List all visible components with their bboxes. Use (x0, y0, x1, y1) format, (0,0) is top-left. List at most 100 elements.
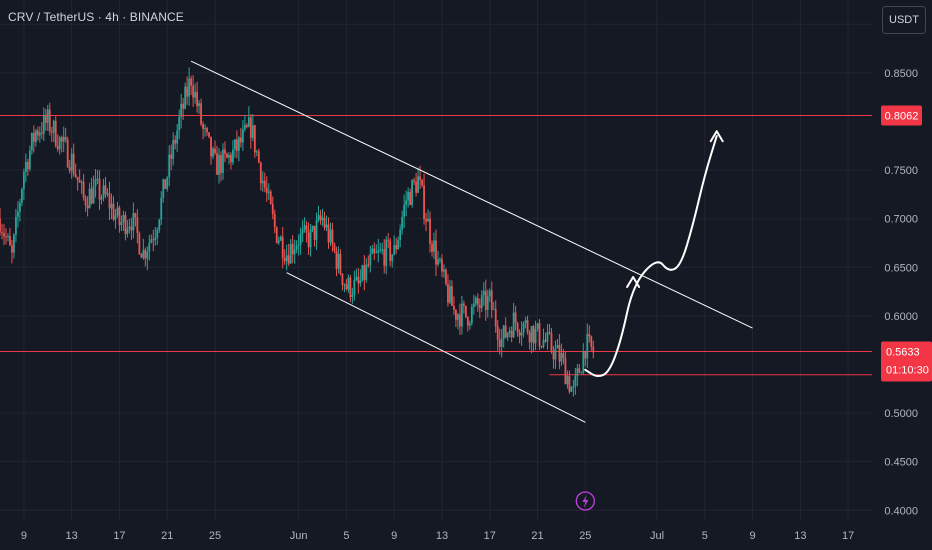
candle (17, 201, 19, 228)
candle-body (38, 132, 41, 136)
candle-body (70, 153, 73, 171)
candle-body (530, 326, 533, 343)
arrow-head (626, 276, 641, 289)
candle-body (401, 216, 404, 230)
candle (512, 302, 515, 338)
candle-body (500, 338, 503, 347)
candle-body (255, 151, 258, 153)
candle (508, 327, 511, 338)
candle (423, 173, 425, 225)
candle (550, 327, 553, 354)
candle (11, 239, 13, 264)
candle (427, 209, 429, 222)
candle (548, 323, 551, 335)
candle-body (363, 265, 366, 280)
candle-body (405, 200, 408, 205)
candle (239, 127, 242, 148)
candle (124, 211, 127, 241)
candle (409, 188, 412, 206)
candle-body (526, 320, 529, 333)
candle-body (108, 193, 111, 209)
candle-body (216, 153, 218, 175)
candle (74, 163, 77, 179)
channel-upper-line[interactable] (190, 60, 753, 329)
candle (425, 212, 427, 232)
candle-body (427, 218, 429, 222)
candle-body (241, 129, 244, 143)
candle (232, 140, 234, 166)
candle (526, 315, 529, 335)
candle (435, 229, 437, 277)
candle (403, 194, 406, 229)
candle (303, 217, 306, 233)
candle-body (371, 248, 374, 254)
currency-button[interactable]: USDT (882, 6, 926, 34)
candle (488, 288, 491, 302)
candle-body (239, 137, 242, 143)
candle-body (124, 214, 127, 235)
candle-body (538, 323, 541, 347)
candle-body (128, 226, 131, 229)
candle (363, 255, 366, 291)
candle-body (20, 189, 23, 203)
candle (307, 222, 310, 255)
lightning-icon[interactable] (575, 491, 595, 511)
candle-body (482, 290, 485, 295)
candle (441, 254, 443, 278)
candle-body (150, 239, 153, 243)
projected-path[interactable] (584, 135, 718, 378)
candle-body (319, 215, 322, 221)
candle (514, 305, 517, 331)
candle (337, 246, 340, 274)
candle (130, 217, 133, 240)
candle (506, 331, 509, 341)
candle (118, 205, 121, 233)
candle (144, 247, 147, 267)
candle (455, 309, 457, 328)
candle (447, 274, 449, 307)
x-tick-label: 13 (66, 530, 78, 542)
candle (295, 240, 298, 254)
candle (192, 75, 195, 107)
candle-body (586, 333, 589, 359)
candle (496, 319, 499, 351)
candle (273, 209, 276, 233)
candle (112, 196, 115, 222)
candle-body (558, 345, 561, 362)
candle (385, 236, 388, 275)
candle-body (160, 197, 163, 220)
candle (359, 269, 362, 287)
candle-body (238, 137, 240, 151)
candle-body (58, 137, 61, 150)
candles (0, 67, 595, 397)
candle-body (443, 269, 445, 272)
candle-body (389, 240, 392, 261)
candle-body (494, 309, 497, 327)
candle-body (50, 131, 53, 133)
candle (204, 124, 206, 137)
candle (34, 128, 37, 147)
candle (538, 319, 541, 350)
candle-body (100, 197, 103, 200)
candle (138, 231, 141, 255)
candle (445, 268, 447, 286)
candle-body (373, 248, 376, 253)
candle (494, 300, 497, 333)
candle-body (208, 132, 210, 137)
candle-body (582, 351, 585, 373)
time-axis[interactable]: 9 13 17 21 25 Jun 5 9 13 17 21 25 Jul 5 9 13 17 (21, 530, 854, 542)
channel-lower-line[interactable] (286, 272, 586, 423)
candle (152, 229, 155, 252)
candle-body (409, 191, 412, 205)
candle (271, 196, 274, 220)
candle (146, 246, 149, 271)
candle-body (82, 181, 85, 198)
candle (391, 253, 394, 268)
candle (518, 329, 521, 344)
candle (329, 222, 332, 247)
candle (331, 222, 334, 252)
candle (40, 121, 43, 139)
candle-body (279, 236, 282, 241)
candle (196, 81, 198, 113)
